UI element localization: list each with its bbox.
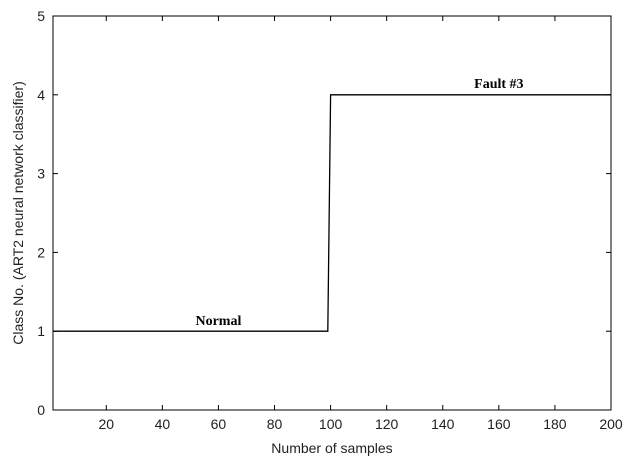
y-tick-label: 4 xyxy=(37,87,45,103)
y-tick-label: 2 xyxy=(37,244,45,260)
y-tick-label: 5 xyxy=(37,8,45,24)
annotation-normal: Normal xyxy=(195,314,241,329)
y-tick-label: 0 xyxy=(37,402,45,418)
series-line-class xyxy=(53,94,611,332)
x-tick-label: 100 xyxy=(319,416,343,432)
x-tick-label: 60 xyxy=(211,416,227,432)
x-tick-label: 180 xyxy=(543,416,567,432)
x-tick-label: 160 xyxy=(487,416,511,432)
x-tick-label: 120 xyxy=(375,416,399,432)
tick-label-layer: 20 40 60 80 100 120 140 160 180 200 0 1 2 3 4 5 xyxy=(37,8,623,432)
y-axis-title: Class No. (ART2 neural network classifie… xyxy=(10,81,26,345)
tick-layer xyxy=(53,15,612,411)
plot-frame xyxy=(52,15,612,411)
x-tick-label: 140 xyxy=(431,416,455,432)
annotation-fault-3: Fault #3 xyxy=(474,77,523,92)
x-tick-label: 80 xyxy=(267,416,283,432)
y-tick-label: 3 xyxy=(37,166,45,182)
x-tick-label: 40 xyxy=(155,416,171,432)
x-tick-label: 200 xyxy=(599,416,623,432)
x-tick-label: 20 xyxy=(98,416,114,432)
x-axis-title: Number of samples xyxy=(271,440,392,456)
y-tick-label: 1 xyxy=(37,323,45,339)
